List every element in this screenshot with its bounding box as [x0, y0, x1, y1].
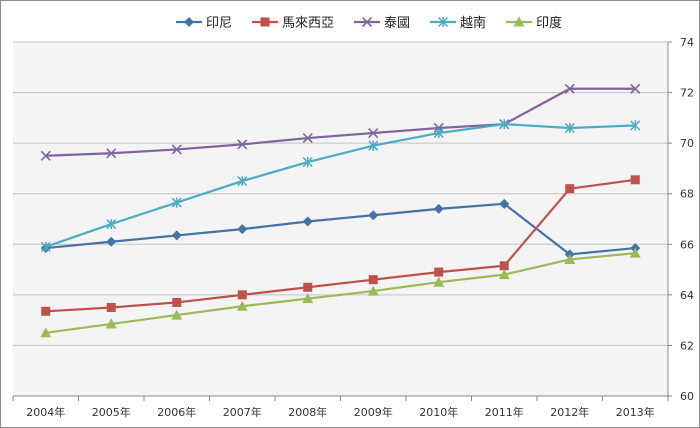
data-point	[499, 198, 510, 209]
data-point	[433, 127, 444, 139]
data-point	[564, 83, 575, 94]
data-point	[106, 303, 116, 312]
series-line	[45, 178, 636, 313]
data-point	[171, 197, 182, 208]
data-point	[237, 139, 248, 150]
y-tick-label: 68	[680, 188, 694, 201]
legend: 印尼 馬來西亞 泰國 越南 印度	[176, 15, 562, 31]
series-line	[45, 252, 636, 334]
y-tick-label: 66	[680, 238, 694, 251]
data-point	[434, 267, 444, 277]
legend-item: 越南	[430, 15, 486, 31]
series-line	[45, 87, 636, 157]
data-point	[302, 293, 314, 304]
data-point	[630, 175, 640, 185]
y-tick-label: 60	[680, 390, 694, 403]
x-tick-label: 2012年	[550, 405, 589, 419]
series-4	[40, 119, 641, 252]
data-point	[499, 261, 509, 271]
data-point	[237, 290, 247, 300]
data-point	[236, 300, 248, 311]
series-line	[45, 202, 636, 256]
data-point	[368, 127, 379, 139]
data-point	[368, 140, 379, 151]
x-tick-label: 2011年	[485, 405, 524, 419]
data-point	[630, 83, 641, 94]
data-point	[41, 306, 51, 316]
data-point	[105, 318, 117, 329]
x-tick-label: 2010年	[419, 405, 458, 419]
data-point	[367, 285, 379, 296]
y-tick-label: 62	[680, 339, 694, 352]
x-tick-label: 2008年	[288, 405, 327, 419]
legend-item: 馬來西亞	[252, 16, 334, 31]
series-1	[40, 198, 641, 260]
y-tick-label: 70	[680, 137, 694, 150]
data-point	[433, 203, 444, 214]
legend-label: 越南	[460, 15, 486, 31]
x-tick-label: 2005年	[92, 405, 131, 419]
data-point	[40, 327, 52, 338]
legend-marker	[361, 16, 373, 28]
y-tick-label: 72	[680, 87, 694, 100]
data-point	[303, 282, 313, 292]
data-point	[40, 150, 51, 161]
series-5	[40, 247, 641, 338]
data-point	[302, 133, 313, 144]
data-point	[172, 297, 182, 307]
legend-label: 印度	[536, 15, 562, 31]
data-point	[171, 230, 182, 241]
data-point	[40, 241, 51, 252]
legend-item: 印尼	[176, 16, 232, 31]
data-point	[171, 309, 183, 320]
data-point	[237, 224, 248, 235]
legend-item: 泰國	[354, 16, 410, 31]
y-tick-label: 64	[680, 289, 694, 302]
data-point	[302, 216, 313, 227]
series-2	[41, 175, 640, 316]
legend-label: 泰國	[384, 16, 410, 31]
data-point	[629, 247, 641, 258]
data-point	[498, 269, 510, 280]
legend-marker	[260, 17, 270, 27]
x-tick-label: 2013年	[616, 405, 655, 419]
data-point	[499, 119, 510, 130]
data-point	[433, 276, 445, 287]
legend-label: 馬來西亞	[282, 16, 334, 31]
data-point	[368, 210, 379, 221]
data-point	[171, 144, 182, 155]
series-line	[45, 123, 636, 248]
data-point	[564, 122, 575, 134]
data-point	[368, 275, 378, 285]
data-point	[565, 184, 575, 194]
x-tick-label: 2007年	[223, 405, 262, 419]
x-tick-label: 2009年	[354, 405, 393, 419]
data-point	[564, 253, 576, 264]
data-point	[106, 219, 117, 230]
data-point	[630, 120, 641, 131]
y-tick-label: 74	[680, 36, 694, 49]
x-tick-label: 2004年	[26, 405, 65, 419]
legend-marker	[438, 16, 449, 28]
legend-marker	[513, 16, 525, 27]
x-tick-label: 2006年	[157, 405, 196, 419]
data-point	[237, 176, 248, 187]
legend-item: 印度	[506, 15, 562, 31]
data-point	[106, 148, 117, 159]
data-point	[302, 157, 313, 168]
data-point	[106, 236, 117, 247]
legend-label: 印尼	[206, 16, 232, 31]
legend-marker	[184, 17, 194, 27]
